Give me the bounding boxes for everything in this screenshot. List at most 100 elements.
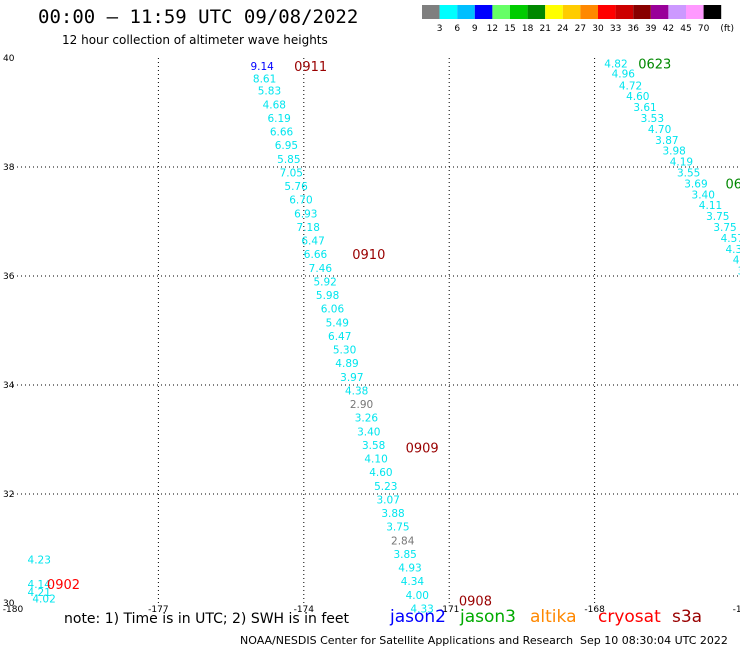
wave-height-point: 3.87 (655, 135, 678, 147)
colorbar-swatch (492, 5, 510, 19)
wave-height-point: 4.14 (28, 579, 52, 591)
colorbar-swatch (562, 5, 581, 19)
x-tick-label: -177 (148, 605, 168, 615)
wave-height-point: 4.68 (263, 99, 286, 111)
colorbar-swatch (615, 5, 634, 19)
wave-height-plot: -180 -177 -174 -171 -168 -16 30 32 34 36 38 40 9.148… (3, 54, 740, 615)
wave-height-point: 3.40 (357, 426, 380, 438)
wave-height-point: 8.61 (253, 74, 276, 86)
colorbar-label: 45 (680, 24, 691, 34)
wave-height-point: 3.26 (355, 413, 379, 425)
wave-height-point: 4.21 (28, 587, 51, 599)
colorbar-swatch (598, 5, 616, 19)
wave-height-point: 4.70 (648, 124, 671, 136)
wave-height-point: 5.30 (333, 345, 356, 357)
satellite-cryosat: cryosat (598, 607, 661, 627)
x-tick-label: -171 (439, 605, 459, 615)
colorbar-label: 42 (663, 24, 674, 34)
wave-height-point: 2.84 (391, 535, 415, 547)
pass-time-label: 0908 (459, 594, 492, 609)
colorbar-swatch (686, 5, 704, 19)
colorbar-swatch (457, 5, 475, 19)
wave-height-point: 3.98 (662, 146, 685, 158)
satellite-s3a: s3a (672, 607, 703, 627)
wave-height-point: 4.23 (28, 554, 51, 566)
wave-height-point: 4.10 (364, 454, 387, 466)
wave-height-point: 7.05 (280, 167, 303, 179)
y-tick-label: 30 (3, 599, 15, 609)
x-tick-label: -174 (294, 605, 315, 615)
colorbar-label: 27 (575, 24, 586, 34)
wave-height-point: 5.98 (316, 290, 339, 302)
wave-height-point: 6.93 (294, 208, 317, 220)
wave-height-point: 3.40 (692, 189, 715, 201)
x-tick-label: -180 (3, 605, 24, 615)
wave-height-point: 4.11 (699, 200, 722, 212)
colorbar-label: 15 (504, 24, 515, 34)
footer-timestamp: Sep 10 08:30:04 UTC 2022 (580, 634, 728, 647)
pass-time-label: 0909 (406, 442, 439, 457)
colorbar-label: 70 (698, 24, 710, 34)
wave-height-point: 3.61 (633, 102, 656, 114)
wave-height-point: 6.19 (267, 113, 290, 125)
y-tick-label: 40 (3, 54, 15, 64)
wave-height-point: 3.75 (706, 211, 729, 223)
wave-height-point: 7.18 (297, 222, 320, 234)
wave-height-point: 4.00 (406, 590, 429, 602)
wave-height-point: 4.38 (345, 385, 368, 397)
colorbar-swatch (545, 5, 563, 19)
wave-height-point: 6.95 (275, 140, 298, 152)
wave-height-point: 3.84 (738, 266, 740, 278)
colorbar-swatch (633, 5, 651, 19)
colorbar-label: 18 (522, 24, 534, 34)
satellite-jason3: jason3 (460, 607, 516, 627)
wave-height-point: 3.85 (393, 549, 416, 561)
wave-height-point: 3.55 (677, 167, 700, 179)
y-tick-label: 32 (3, 490, 14, 500)
colorbar-swatch (580, 5, 598, 19)
colorbar-label: 39 (645, 24, 657, 34)
satellite-altika: altika (530, 607, 577, 627)
y-tick-label: 38 (3, 163, 15, 173)
wave-height-point: 3.69 (684, 178, 707, 190)
footer-note: note: 1) Time is in UTC; 2) SWH is in fe… (64, 611, 350, 627)
wave-height-point: 4.33 (410, 603, 433, 615)
pass-time-label: 0902 (47, 578, 80, 593)
chart-subtitle: 12 hour collection of altimeter wave hei… (62, 33, 328, 47)
colorbar-label: 12 (487, 24, 498, 34)
colorbar-label: 24 (557, 24, 569, 34)
colorbar-swatch (703, 5, 722, 19)
colorbar-label: 6 (454, 24, 460, 34)
y-tick-label: 34 (3, 381, 15, 391)
wave-height-point: 4.89 (335, 358, 358, 370)
chart-title: 00:00 – 11:59 UTC 09/08/2022 (38, 6, 359, 28)
wave-height-point: 4.97 (733, 255, 740, 267)
wave-height-point: 3.75 (386, 522, 409, 534)
wave-height-point: 6.70 (289, 195, 312, 207)
wave-height-point: 2.90 (350, 399, 373, 411)
colorbar-swatch (650, 5, 669, 19)
colorbar-label: 9 (472, 24, 478, 34)
colorbar-label: 33 (610, 24, 621, 34)
wave-height-point: 6.66 (304, 249, 328, 261)
wave-height-point: 4.33 (725, 244, 740, 256)
wave-height-point: 6.47 (301, 236, 324, 248)
x-tick-label: -16 (733, 605, 740, 615)
x-tick-label: -168 (584, 605, 605, 615)
wave-height-point: 3.53 (641, 113, 664, 125)
wave-height-point: 3.97 (340, 372, 363, 384)
wave-height-point: 4.82 (604, 58, 627, 70)
colorbar-unit: (ft) (720, 24, 734, 34)
wave-height-point: 5.49 (326, 317, 349, 329)
wave-height-point: 4.60 (369, 467, 392, 479)
colorbar-swatch (510, 5, 528, 19)
colorbar-swatch (422, 5, 440, 19)
pass-time-label: 0910 (352, 248, 385, 263)
wave-height-point: 7.46 (309, 263, 333, 275)
wave-height-point: 6.06 (321, 304, 345, 316)
wave-height-point: 6.47 (328, 331, 351, 343)
wave-height-point: 5.83 (258, 86, 281, 98)
colorbar-swatch (474, 5, 493, 19)
footer-credit: NOAA/NESDIS Center for Satellite Applica… (240, 634, 574, 647)
